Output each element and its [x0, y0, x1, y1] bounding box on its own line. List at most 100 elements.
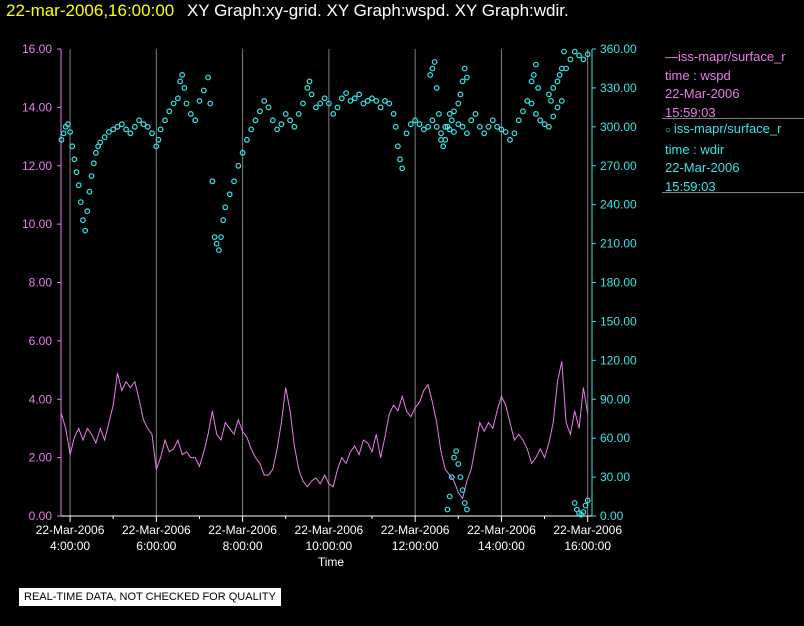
wdir-point: [192, 117, 199, 124]
wdir-point: [343, 90, 350, 96]
wdir-point: [382, 97, 388, 104]
wdir-point: [453, 448, 460, 455]
time-tick-time: 8:00:00: [223, 539, 263, 553]
wdir-tick-label: 30.00: [600, 470, 630, 484]
wdir-point: [220, 217, 227, 224]
wdir-point: [429, 65, 436, 72]
wdir-point: [338, 95, 345, 102]
wdir-point: [295, 110, 302, 117]
wdir-point: [207, 100, 214, 107]
legend-wdir-var: time : wdir: [665, 141, 725, 157]
wdir-point: [183, 100, 190, 107]
time-tick-date: 22-Mar-2006: [122, 523, 191, 537]
wdir-point: [110, 126, 117, 133]
wdir-point: [211, 234, 218, 241]
wdir-point: [213, 240, 220, 247]
wdir-point: [136, 117, 143, 124]
wdir-point: [425, 123, 432, 130]
wdir-tick-label: 360.00: [600, 42, 637, 56]
legend-wdir-name: ○ iss-mapr/surface_r: [665, 121, 782, 136]
wdir-tick-label: 210.00: [600, 237, 637, 251]
wdir-point: [308, 91, 315, 98]
wdir-tick-label: 0.00: [600, 509, 624, 523]
wdir-point: [550, 84, 557, 91]
wspd-tick-label: 10.00: [22, 217, 52, 231]
wdir-point: [546, 123, 552, 130]
wdir-point: [153, 143, 160, 150]
wdir-point: [179, 71, 186, 78]
wdir-point: [196, 97, 203, 104]
wdir-point: [64, 121, 71, 128]
legend-wdir: ○ iss-mapr/surface_r time : wdir 22-Mar-…: [665, 120, 804, 196]
wdir-point: [58, 136, 65, 143]
wdir-point: [550, 113, 557, 120]
wdir-point: [530, 71, 537, 78]
wdir-point: [261, 97, 268, 104]
wdir-point: [571, 48, 578, 55]
wdir-point: [69, 143, 76, 150]
wdir-tick-label: 240.00: [600, 198, 637, 212]
wdir-point: [131, 123, 138, 130]
wdir-point: [582, 502, 589, 509]
wdir-point: [584, 497, 591, 504]
wdir-point: [321, 95, 328, 102]
wdir-point: [252, 117, 259, 124]
time-tick-time: 4:00:00: [50, 539, 90, 553]
wdir-point: [334, 104, 341, 111]
wdir-point: [90, 160, 97, 167]
wdir-point: [306, 78, 313, 85]
wspd-tick-label: 4.00: [29, 392, 53, 406]
wdir-point: [97, 139, 104, 146]
wdir-point: [114, 123, 121, 130]
wdir-point: [399, 165, 406, 172]
wspd-tick-label: 6.00: [29, 334, 53, 348]
wdir-point: [347, 97, 354, 104]
wspd-series: [60, 361, 589, 500]
wdir-point: [235, 162, 242, 169]
wdir-point: [71, 156, 78, 163]
wdir-point: [535, 84, 541, 91]
wdir-point: [369, 95, 375, 102]
wdir-point: [457, 91, 464, 98]
wdir-point: [498, 126, 505, 133]
chart-title: XY Graph:xy-grid. XY Graph:wspd. XY Grap…: [186, 1, 569, 20]
wdir-point: [140, 121, 147, 128]
wdir-point: [239, 149, 246, 156]
wdir-point: [494, 123, 501, 130]
wdir-point: [464, 74, 470, 81]
wdir-point: [451, 129, 457, 135]
wdir-point: [436, 110, 442, 117]
wdir-point: [558, 97, 565, 104]
wdir-point: [448, 117, 455, 124]
time-tick-time: 12:00:00: [392, 539, 439, 553]
wdir-point: [489, 117, 496, 124]
wdir-point: [520, 108, 526, 115]
wdir-point: [377, 104, 384, 111]
wdir-point: [181, 84, 188, 91]
wspd-tick-label: 0.00: [29, 509, 53, 523]
wdir-point: [403, 130, 410, 137]
wdir-point: [442, 123, 449, 130]
wdir-point: [326, 100, 332, 107]
wdir-point: [576, 52, 582, 59]
wspd-tick-label: 12.00: [22, 159, 52, 173]
wdir-point: [446, 110, 453, 117]
wdir-point: [392, 123, 399, 130]
wdir-point: [86, 188, 93, 195]
wdir-point: [162, 117, 168, 124]
wdir-point: [360, 100, 367, 107]
wdir-point: [317, 100, 324, 107]
wdir-point: [304, 84, 311, 91]
wdir-point: [313, 104, 319, 111]
wdir-point: [257, 108, 263, 115]
wdir-point: [548, 97, 554, 104]
wdir-point: [427, 71, 434, 78]
time-gridlines: [69, 49, 589, 516]
wdir-point: [73, 169, 80, 176]
wdir-point: [351, 95, 358, 102]
wdir-point: [476, 123, 483, 130]
legend-wdir-date: 22-Mar-2006: [665, 160, 740, 175]
time-tick-date: 22-Mar-2006: [295, 523, 364, 537]
wdir-point: [464, 506, 470, 513]
